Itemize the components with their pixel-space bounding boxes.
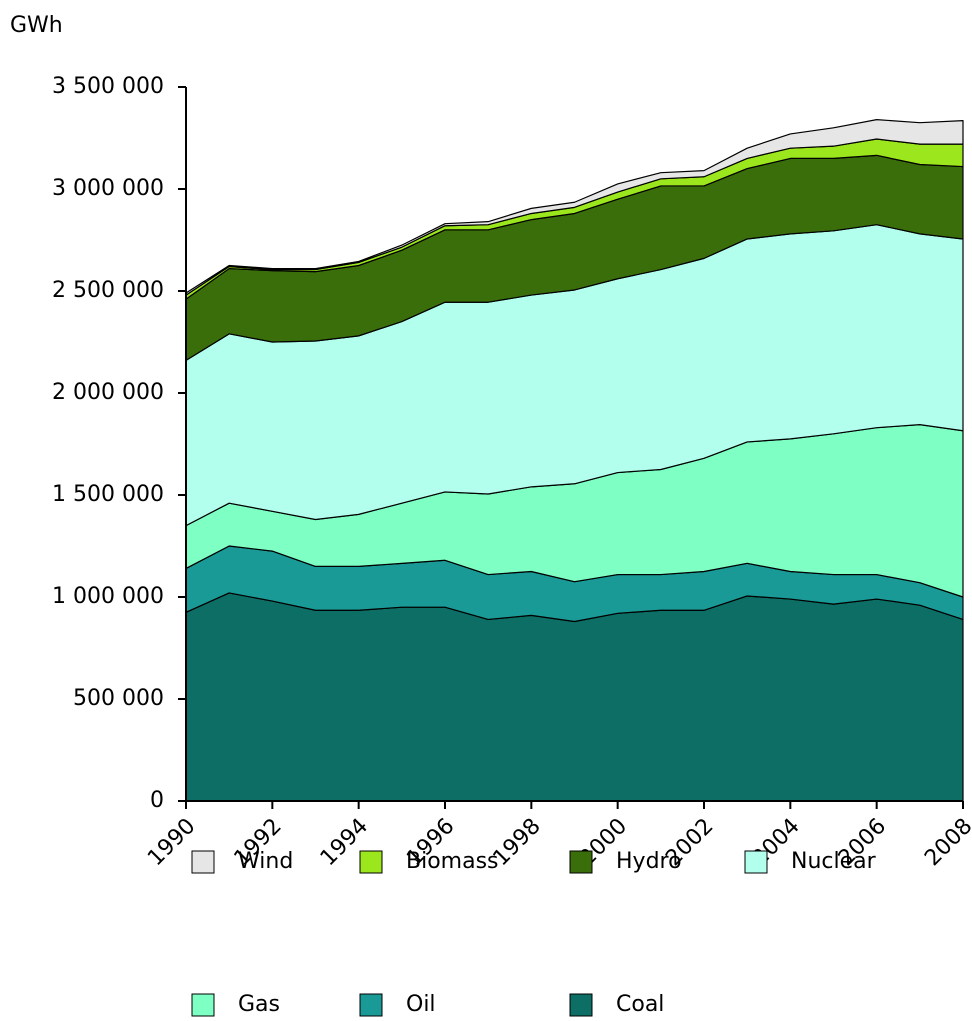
y-tick-label: 3 000 000 (52, 176, 164, 201)
y-tick-label: 500 000 (73, 686, 164, 711)
y-tick-label: 3 500 000 (52, 74, 164, 99)
legend-swatch (359, 850, 383, 874)
legend-label: Wind (238, 849, 293, 874)
legend-swatch (359, 993, 383, 1017)
legend-label: Gas (238, 992, 280, 1017)
area (185, 592, 964, 802)
y-tick-label: 1 500 000 (52, 482, 164, 507)
legend-label: Biomass (406, 849, 499, 874)
y-tick-label: 0 (150, 788, 164, 813)
legend-label: Hydro (616, 849, 682, 874)
legend-swatch (744, 850, 768, 874)
y-axis-label: GWh (10, 13, 63, 38)
legend-swatch (569, 993, 593, 1017)
legend-swatch (191, 993, 215, 1017)
x-tick-label: 2008 (920, 814, 972, 871)
legend-label: Oil (406, 992, 436, 1017)
y-tick-label: 1 000 000 (52, 584, 164, 609)
legend-label: Coal (616, 992, 664, 1017)
y-tick-label: 2 500 000 (52, 278, 164, 303)
legend-swatch (569, 850, 593, 874)
area (185, 119, 964, 296)
legend-label: Nuclear (791, 849, 877, 874)
legend-swatch (191, 850, 215, 874)
y-tick-label: 2 000 000 (52, 380, 164, 405)
